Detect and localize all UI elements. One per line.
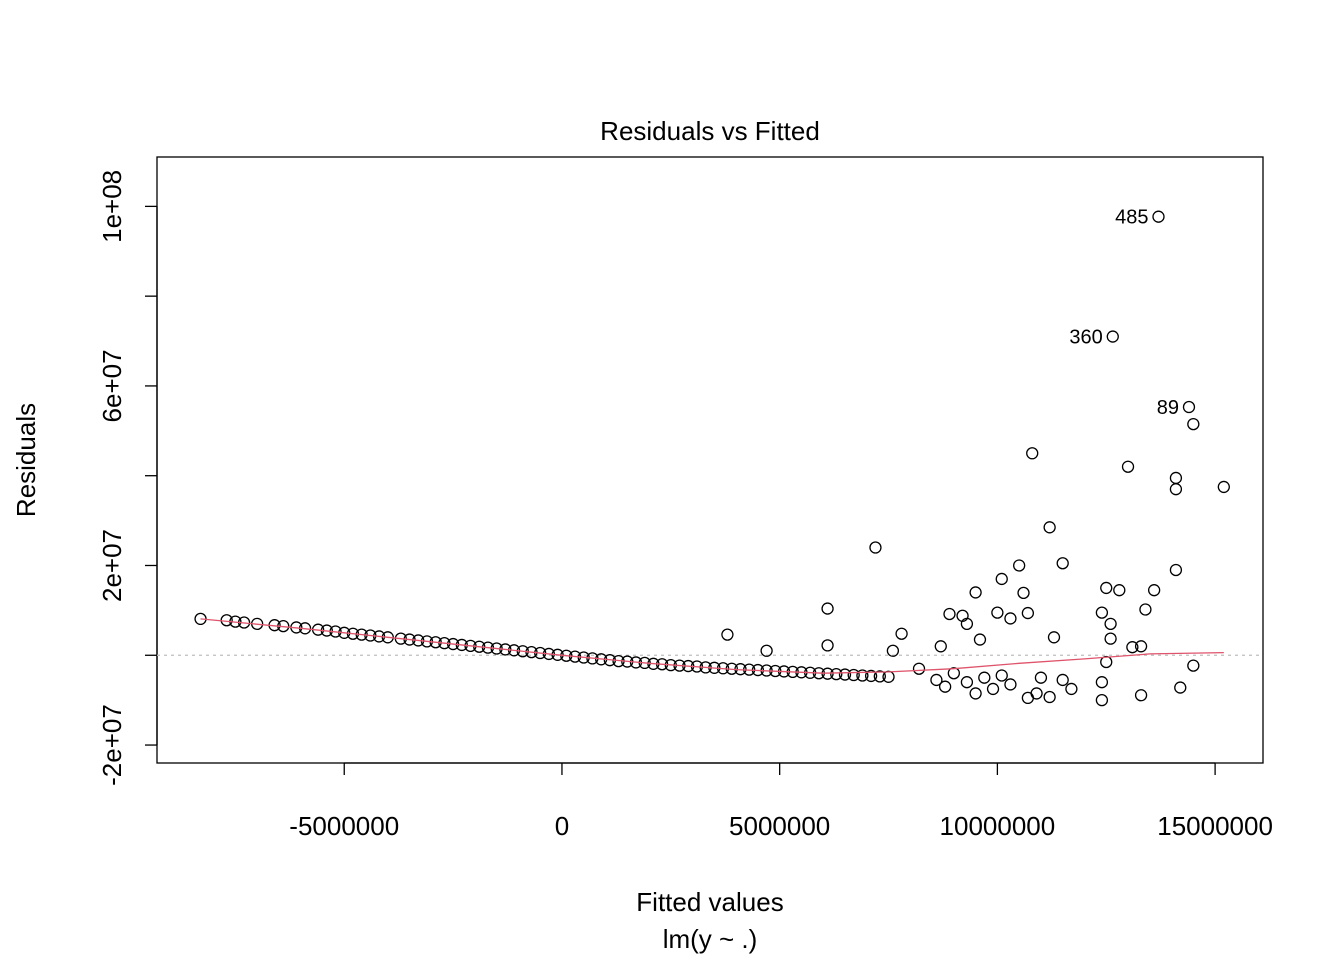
data-point <box>1134 640 1148 653</box>
data-point <box>1169 483 1183 496</box>
y-axis-label: Residuals <box>11 403 41 517</box>
data-point <box>856 669 869 682</box>
data-point <box>1013 559 1026 572</box>
x-tick-label: 15000000 <box>1157 811 1273 841</box>
data-point <box>1056 673 1069 687</box>
data-points <box>194 210 1230 707</box>
data-point <box>821 639 834 652</box>
data-point <box>1030 687 1043 700</box>
data-point <box>986 682 1000 696</box>
point-label: 89 <box>1157 397 1179 419</box>
data-point <box>978 671 991 684</box>
data-point <box>1047 631 1061 644</box>
data-point <box>1113 584 1126 597</box>
data-point <box>1104 617 1117 630</box>
y-tick-label: -2e+07 <box>97 704 127 786</box>
y-tick-label: 2e+07 <box>97 529 127 602</box>
data-point <box>1187 659 1200 672</box>
smooth-trend-line <box>200 618 1224 674</box>
data-point <box>1169 471 1183 485</box>
data-point <box>969 687 982 700</box>
data-point <box>721 628 734 641</box>
data-point <box>1134 689 1148 702</box>
data-point <box>1026 447 1039 460</box>
data-point <box>1043 521 1056 534</box>
data-point <box>864 669 878 683</box>
point-annotations: 485 360 89 <box>1069 207 1179 419</box>
x-tick-label: 0 <box>555 811 569 841</box>
data-point <box>1065 682 1078 696</box>
data-point <box>943 607 956 621</box>
data-point <box>1095 606 1109 619</box>
data-point <box>838 668 852 681</box>
x-axis: -5000000 0 5000000 10000000 15000000 <box>289 762 1273 841</box>
data-point <box>1187 417 1200 431</box>
data-point <box>895 627 908 640</box>
data-point <box>938 680 952 693</box>
data-point <box>1152 210 1165 223</box>
data-point <box>1217 480 1230 494</box>
data-point <box>1174 681 1187 694</box>
data-point <box>886 644 900 657</box>
y-tick-label: 1e+08 <box>97 170 127 243</box>
data-point <box>869 541 882 554</box>
data-point <box>821 602 834 615</box>
data-point <box>1100 655 1113 669</box>
data-point <box>1182 400 1196 414</box>
y-tick-label: 6e+07 <box>97 349 127 422</box>
data-point <box>1034 671 1048 684</box>
y-axis: -2e+07 2e+07 6e+07 1e+08 <box>97 170 158 786</box>
data-point <box>995 669 1008 682</box>
data-point <box>991 606 1004 619</box>
data-point <box>830 667 843 681</box>
data-point <box>934 640 947 653</box>
point-label: 485 <box>1115 207 1148 229</box>
data-point <box>969 586 982 599</box>
x-tick-label: 10000000 <box>940 811 1056 841</box>
data-point <box>1126 641 1139 654</box>
x-tick-label: -5000000 <box>289 811 399 841</box>
data-point <box>1095 676 1109 689</box>
data-point <box>973 633 987 646</box>
data-point <box>1095 694 1109 707</box>
chart-title: Residuals vs Fitted <box>600 116 820 146</box>
data-point <box>1139 603 1152 616</box>
x-axis-label: Fitted values <box>636 887 783 917</box>
data-point <box>1004 612 1017 625</box>
data-point <box>912 662 926 675</box>
data-point <box>1169 563 1183 577</box>
data-point <box>1021 606 1035 620</box>
data-point <box>847 668 860 682</box>
data-point <box>760 644 773 657</box>
data-point <box>1106 330 1119 343</box>
data-point <box>873 670 886 683</box>
data-point <box>1104 632 1117 645</box>
data-point <box>1004 678 1017 691</box>
x-tick-label: 5000000 <box>729 811 830 841</box>
data-point <box>1056 557 1069 570</box>
data-point <box>1121 460 1135 473</box>
x-axis-sublabel: lm(y ~ .) <box>663 924 758 954</box>
data-point <box>930 673 943 687</box>
data-point <box>947 667 960 680</box>
data-point <box>1017 586 1030 600</box>
data-point <box>960 676 974 689</box>
data-point <box>995 572 1008 586</box>
point-label: 360 <box>1069 327 1102 349</box>
data-point <box>1043 690 1056 704</box>
data-point <box>1147 584 1161 597</box>
data-point <box>1100 581 1113 595</box>
data-point <box>960 617 974 630</box>
